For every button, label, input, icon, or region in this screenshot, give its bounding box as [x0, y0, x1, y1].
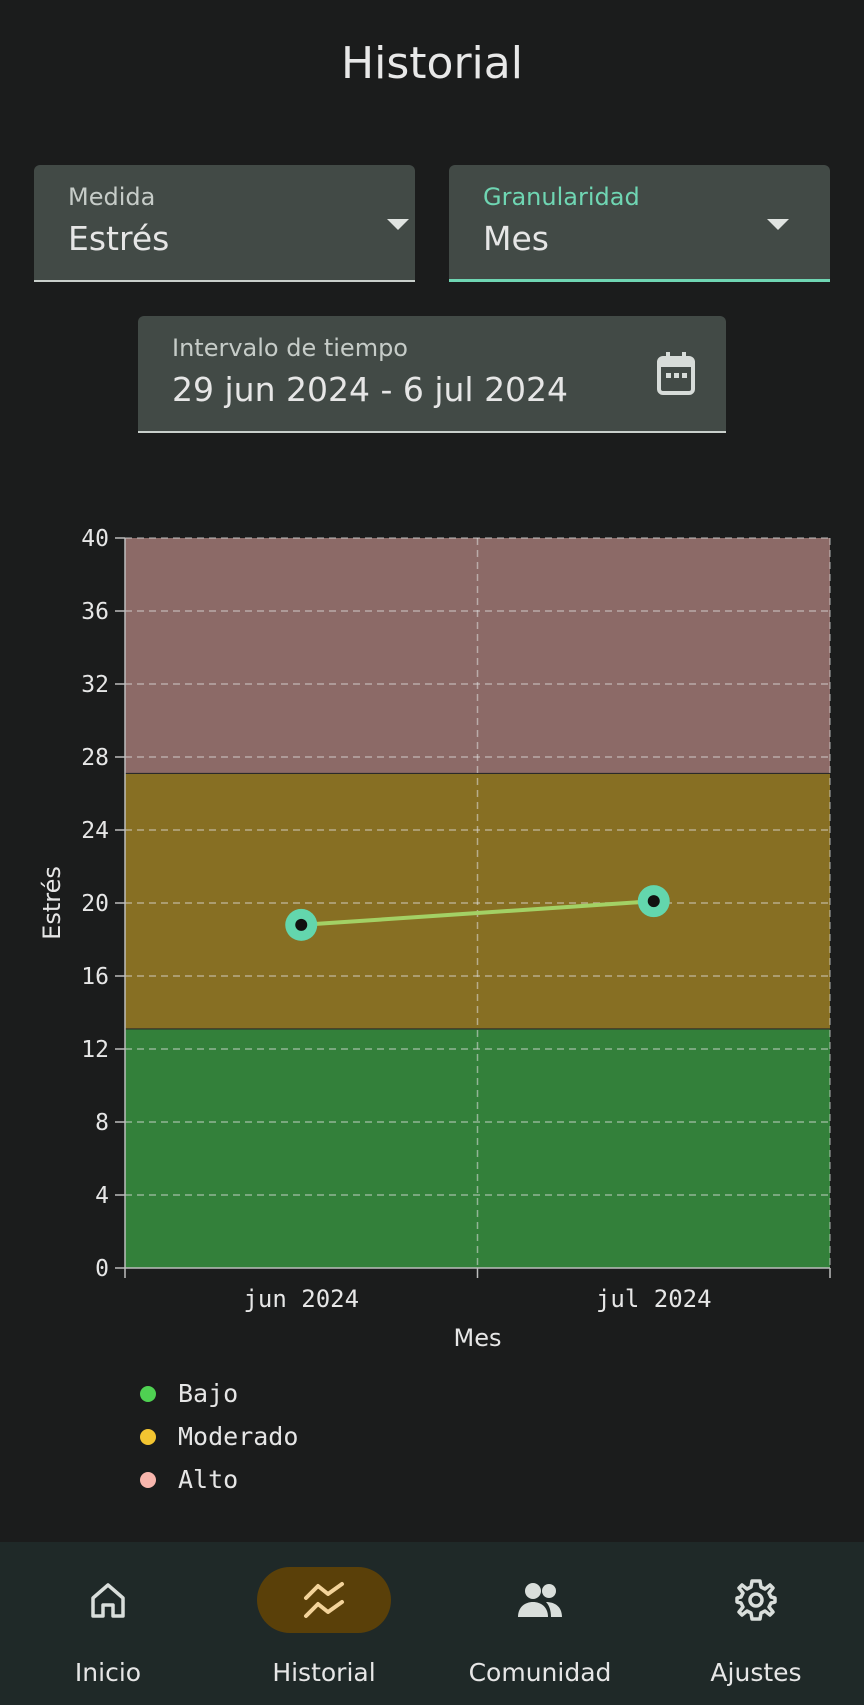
- nav-label: Inicio: [74, 1658, 142, 1687]
- time-interval-label: Intervalo de tiempo: [172, 334, 408, 362]
- measure-select[interactable]: Medida Estrés: [34, 165, 415, 282]
- legend-dot-icon: [140, 1385, 156, 1402]
- community-icon: [518, 1583, 562, 1617]
- y-tick-label: 32: [81, 672, 109, 698]
- nav-item-inicio[interactable]: Inicio: [0, 1542, 216, 1705]
- data-point-center: [295, 918, 308, 931]
- measure-label: Medida: [68, 183, 156, 211]
- y-tick-label: 20: [81, 891, 109, 917]
- y-tick-label: 4: [95, 1183, 109, 1209]
- band-bajo: [125, 1028, 830, 1268]
- x-tick-label: jun 2024: [243, 1285, 359, 1313]
- nav-icon-container: [473, 1567, 607, 1633]
- legend-dot-icon: [140, 1428, 156, 1445]
- chart-legend: Bajo Moderado Alto: [140, 1372, 298, 1501]
- data-point-center: [647, 895, 660, 908]
- legend-item-bajo[interactable]: Bajo: [140, 1372, 298, 1415]
- y-tick-label: 8: [95, 1110, 109, 1136]
- y-tick-label: 12: [81, 1037, 109, 1063]
- legend-item-moderado[interactable]: Moderado: [140, 1415, 298, 1458]
- nav-label: Historial: [272, 1658, 376, 1687]
- measure-value: Estrés: [68, 219, 170, 258]
- legend-dot-icon: [140, 1471, 156, 1488]
- nav-label: Comunidad: [468, 1658, 612, 1687]
- series-line: [301, 899, 654, 927]
- stress-history-chart: 0 4 8 12 16 20 24 28 32 36 40 jun 2024 jul 2024 Mes Es…: [38, 526, 831, 1352]
- nav-icon-container: [689, 1567, 823, 1633]
- home-icon: [91, 1583, 125, 1618]
- y-axis-label: Estrés: [38, 866, 66, 940]
- nav-item-historial[interactable]: Historial: [216, 1542, 432, 1705]
- y-tick-label: 24: [81, 818, 109, 844]
- calendar-icon[interactable]: [656, 352, 696, 396]
- nav-item-comunidad[interactable]: Comunidad: [432, 1542, 648, 1705]
- granularity-label: Granularidad: [483, 183, 640, 211]
- legend-label: Bajo: [178, 1379, 239, 1408]
- bottom-navigation: Inicio Historial Comunidad: [0, 1542, 864, 1705]
- legend-label: Moderado: [178, 1422, 299, 1451]
- chevron-down-icon: [387, 219, 409, 230]
- y-tick-label: 0: [95, 1256, 109, 1282]
- legend-item-alto[interactable]: Alto: [140, 1458, 298, 1501]
- granularity-select[interactable]: Granularidad Mes: [449, 165, 830, 282]
- y-tick-label: 36: [81, 599, 109, 625]
- x-tick-label: jul 2024: [596, 1285, 712, 1313]
- nav-icon-container: [257, 1567, 391, 1633]
- nav-label: Ajustes: [710, 1658, 802, 1687]
- granularity-value: Mes: [483, 219, 549, 258]
- y-tick-label: 16: [81, 964, 109, 990]
- legend-label: Alto: [178, 1465, 239, 1494]
- x-axis-label: Mes: [454, 1324, 502, 1352]
- time-interval-field[interactable]: Intervalo de tiempo 29 jun 2024 - 6 jul …: [138, 316, 726, 433]
- y-tick-label: 28: [81, 745, 109, 771]
- band-alto: [125, 538, 830, 774]
- history-icon: [304, 1582, 344, 1618]
- chevron-down-icon: [767, 219, 789, 230]
- nav-icon-container: [41, 1567, 175, 1633]
- page-title: Historial: [341, 38, 523, 89]
- nav-item-ajustes[interactable]: Ajustes: [648, 1542, 864, 1705]
- y-tick-label: 40: [81, 526, 109, 552]
- settings-icon: [735, 1579, 777, 1621]
- time-interval-value: 29 jun 2024 - 6 jul 2024: [172, 370, 569, 409]
